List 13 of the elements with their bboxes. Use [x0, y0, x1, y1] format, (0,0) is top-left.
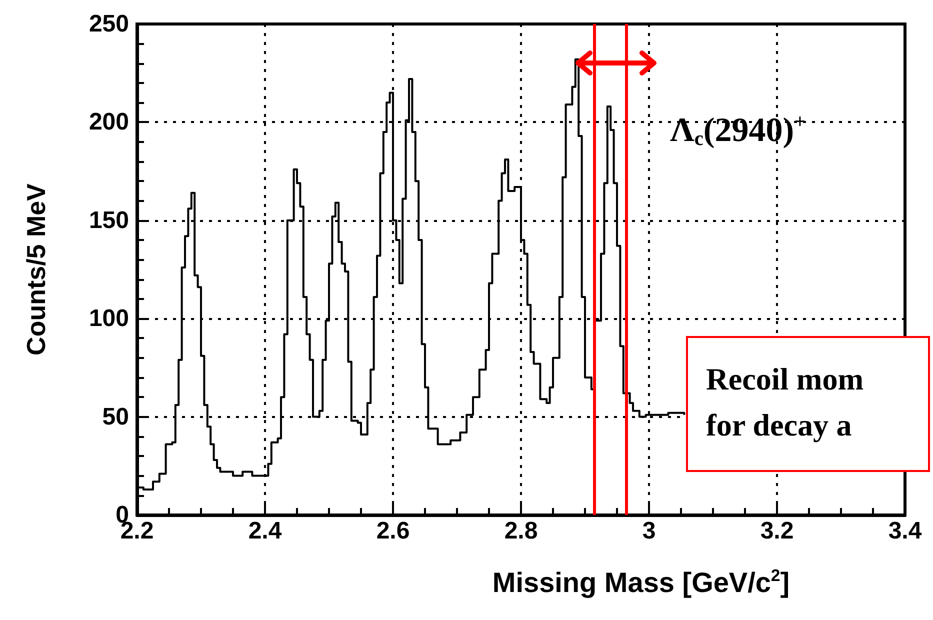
y-axis-title: Counts/5 MeV: [21, 182, 51, 356]
y-tick-label: 50: [102, 403, 129, 430]
x-tick-label: 3.2: [760, 518, 794, 544]
x-tick-label: 3.4: [888, 518, 922, 544]
y-tick-label: 150: [88, 206, 129, 234]
x-tick-label: 2.4: [248, 518, 282, 544]
y-tick-label: 200: [88, 108, 129, 136]
x-tick-label: 2.8: [504, 518, 538, 544]
y-tick-label: 250: [88, 10, 129, 38]
y-tick-label: 100: [88, 305, 129, 332]
x-tick-label: 2.6: [376, 518, 410, 544]
x-tick-label: 3: [642, 518, 656, 544]
annotation: Recoil mom for decay a: [706, 362, 864, 442]
